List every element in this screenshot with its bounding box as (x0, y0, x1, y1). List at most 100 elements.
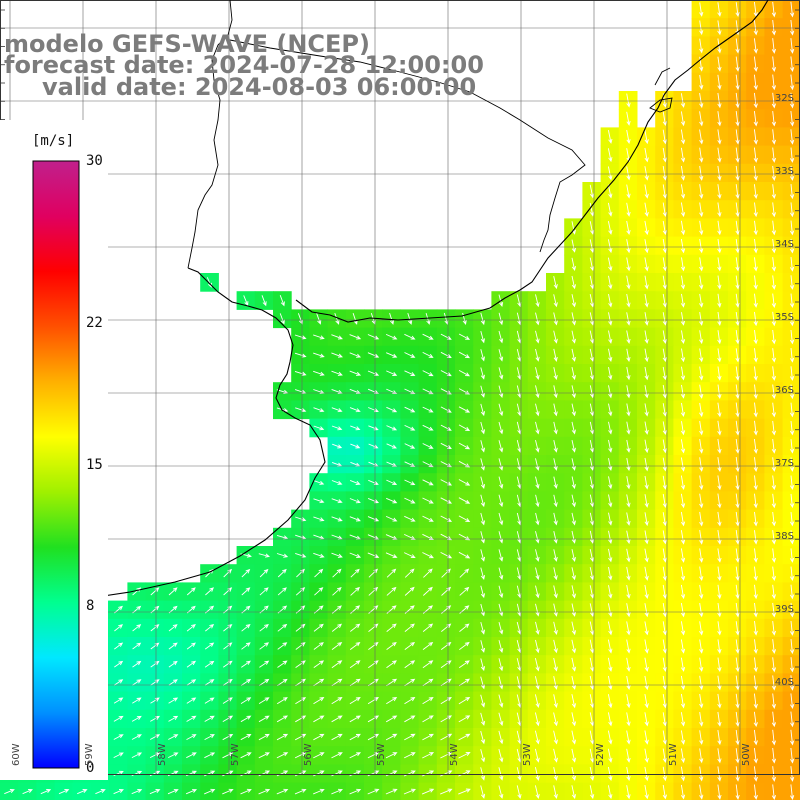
longitude-label: 59W (84, 743, 95, 766)
wind-arrow (699, 111, 704, 127)
wind-arrow (753, 92, 758, 109)
wind-arrow (735, 2, 740, 18)
wind-arrow (589, 221, 595, 235)
wind-arrow (608, 530, 613, 545)
wind-arrow (313, 425, 325, 431)
wind-arrow (680, 421, 686, 436)
wind-arrow (699, 93, 704, 109)
wind-arrow (771, 384, 777, 400)
wind-arrow (313, 480, 325, 485)
wind-arrow (331, 552, 343, 558)
wind-arrow (480, 458, 486, 471)
wind-arrow (422, 406, 434, 413)
wind-arrow (385, 552, 398, 559)
wind-arrow (699, 147, 704, 163)
wind-arrow (535, 458, 540, 471)
wind-arrow (480, 549, 486, 562)
wind-arrow (535, 494, 540, 508)
wind-arrow (607, 202, 613, 217)
colorbar-tick-label: 15 (86, 456, 103, 473)
wind-arrow (243, 295, 249, 307)
wind-arrow (789, 439, 795, 454)
wind-arrow (608, 476, 613, 490)
wind-arrow (771, 275, 777, 290)
wind-arrow (753, 493, 758, 509)
wind-arrow (459, 586, 470, 596)
wind-arrow (498, 440, 504, 453)
wind-arrow (367, 352, 380, 358)
wind-arrow (735, 420, 740, 436)
wind-arrow (680, 293, 686, 308)
wind-arrow (735, 165, 740, 181)
wind-arrow (607, 221, 613, 235)
wind-arrow (753, 311, 758, 327)
colorbar-scale (32, 160, 80, 769)
wind-arrow (480, 585, 486, 599)
wind-arrow (699, 566, 704, 582)
wind-arrow (589, 367, 595, 381)
wind-arrow (717, 2, 722, 17)
wind-arrow (735, 38, 740, 54)
wind-arrow (771, 311, 777, 327)
wind-arrow (276, 553, 289, 558)
wind-arrow (717, 584, 722, 600)
wind-arrow (735, 74, 740, 91)
wind-arrow (608, 385, 613, 399)
longitude-label: 52W (595, 743, 606, 766)
wind-arrow (571, 367, 576, 381)
wind-arrow (735, 202, 740, 218)
wind-arrow (735, 548, 740, 563)
wind-arrow (331, 498, 343, 504)
wind-arrow (680, 239, 686, 254)
wind-arrow (753, 56, 758, 72)
wind-arrow (699, 257, 704, 272)
wind-arrow (404, 515, 416, 522)
wind-arrow (553, 476, 558, 490)
wind-arrow (422, 586, 433, 596)
wind-arrow (680, 202, 686, 218)
wind-arrow (553, 348, 558, 362)
wind-arrow (404, 424, 416, 431)
wind-arrow (498, 385, 504, 398)
wind-arrow (589, 294, 595, 308)
wind-arrow (626, 512, 631, 526)
wind-arrow (662, 403, 667, 417)
wind-arrow (368, 407, 379, 413)
wind-arrow (662, 548, 667, 563)
wind-arrow (753, 202, 758, 218)
wind-arrow (626, 348, 631, 363)
wind-arrow (771, 439, 777, 454)
wind-arrow (404, 586, 415, 596)
wind-arrow (553, 567, 558, 581)
wind-arrow (186, 587, 196, 596)
wind-arrow (498, 494, 504, 508)
wind-arrow (644, 129, 649, 145)
wind-arrow (790, 38, 795, 54)
longitude-label: 57W (230, 743, 241, 766)
wind-arrow (771, 420, 777, 436)
wind-arrow (680, 584, 686, 600)
wind-arrow (771, 1, 777, 18)
wind-arrow (680, 457, 686, 472)
wind-arrow (626, 184, 631, 199)
wind-arrow (535, 294, 540, 308)
wind-arrow (717, 147, 722, 163)
wind-arrow (480, 421, 486, 435)
wind-arrow (753, 384, 758, 400)
wind-arrow (735, 220, 740, 236)
wind-arrow (753, 366, 758, 381)
wind-arrow (498, 458, 504, 471)
wind-arrow (699, 20, 704, 36)
wind-arrow (644, 312, 649, 326)
wind-arrow (352, 312, 358, 325)
wind-arrow (608, 403, 613, 417)
wind-arrow (644, 293, 649, 308)
wind-arrow (699, 366, 704, 381)
wind-arrow (789, 275, 795, 290)
wind-arrow (717, 420, 722, 436)
wind-arrow (644, 202, 649, 217)
wind-arrow (771, 38, 777, 54)
wind-arrow (571, 330, 576, 344)
wind-arrow (334, 312, 340, 325)
wind-arrow (789, 402, 795, 418)
